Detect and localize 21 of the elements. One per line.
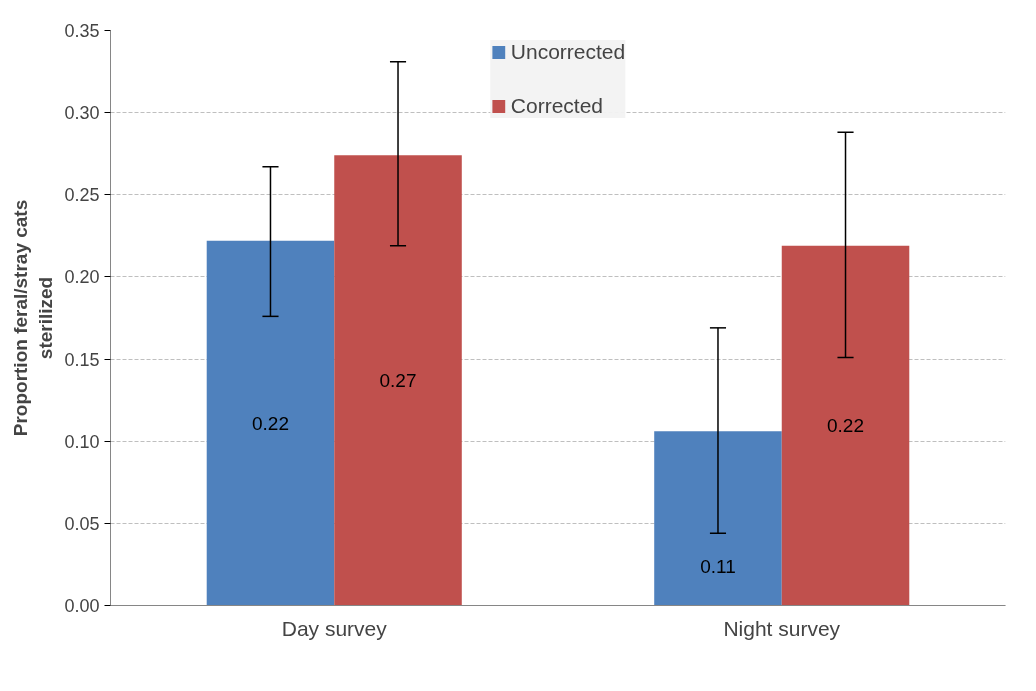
y-tick-label: 0.30	[64, 103, 100, 124]
data-label: 0.27	[379, 369, 417, 391]
legend-label: Corrected	[510, 94, 604, 118]
data-label: 0.22	[251, 412, 289, 434]
legend-label: Uncorrected	[510, 40, 626, 64]
data-label: 0.22	[827, 415, 865, 437]
bar	[781, 245, 910, 606]
y-tick-label: 0.15	[64, 349, 100, 370]
data-label: 0.11	[700, 555, 736, 577]
y-tick-label: 0.10	[64, 431, 100, 452]
y-tick-label: 0.05	[64, 513, 100, 534]
bar	[334, 155, 462, 606]
x-tick-label: Night survey	[723, 616, 841, 640]
y-tick-label: 0.20	[64, 267, 100, 288]
bar	[206, 240, 335, 606]
y-tick-label: 0.25	[64, 185, 100, 206]
bar	[654, 431, 782, 606]
x-tick-label: Day survey	[281, 616, 388, 640]
y-axis-title: Proportion feral/stray cats sterilized	[10, 199, 57, 437]
y-tick-label: 0.35	[64, 21, 100, 41]
y-tick-label: 0.00	[64, 596, 100, 616]
